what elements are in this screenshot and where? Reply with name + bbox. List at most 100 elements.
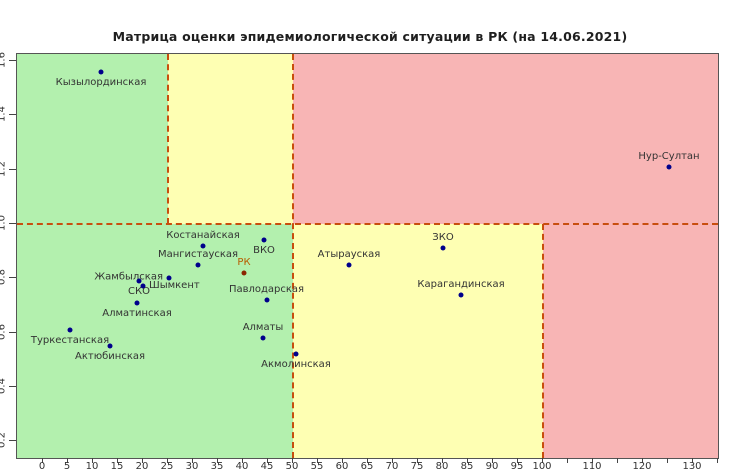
x-tick [467,458,468,463]
data-point [264,297,269,303]
x-tick [592,458,593,463]
zone-upper-red [293,54,718,224]
y-tick-label: 1.0 [0,215,8,231]
x-tick [317,458,318,463]
x-tick-label: 95 [510,461,524,472]
y-tick-label: 0.6 [0,323,8,340]
x-tick [167,458,168,463]
x-tick-label: 70 [385,461,399,472]
x-tick [417,458,418,463]
zone-lower-green [17,223,293,458]
point-label: Атырауская [317,248,381,260]
x-tick [492,458,493,463]
x-tick-label: 80 [435,461,449,472]
chart-title: Матрица оценки эпидемиологической ситуац… [112,29,628,44]
data-point [293,351,299,357]
y-tick [9,114,16,116]
x-tick-label: 15 [110,461,124,472]
y-tick [9,168,16,170]
point-label: Актюбинская [74,351,146,363]
x-tick [367,458,368,463]
point-label: Жамбылская [94,271,163,283]
x-tick [42,458,43,463]
x-tick [242,458,243,463]
zone-lower-yellow [293,223,543,458]
data-point [166,275,172,281]
x-tick-label: 60 [335,461,349,472]
y-tick-label: 1.4 [0,106,8,123]
x-tick [117,458,118,463]
point-label: Мангистауская [157,248,239,260]
x-tick [517,458,518,463]
data-point [666,164,672,170]
data-point [140,283,146,289]
dashed-line-v-25-top [167,54,169,224]
y-tick [9,277,16,279]
x-tick-label: 45 [260,461,274,472]
x-tick-label: 55 [310,461,324,472]
x-tick [692,458,693,463]
x-tick-label: 65 [360,461,374,472]
data-point [458,292,464,298]
x-tick [292,458,293,463]
x-tick [342,458,343,463]
point-label: Алматы [242,321,284,333]
y-tick-label: 0.4 [0,377,8,394]
x-tick-label: 25 [160,461,174,472]
y-tick-label: 1.2 [0,160,8,177]
x-tick-label: 90 [485,461,499,472]
point-label: ЗКО [432,232,454,244]
x-tick-label: 10 [85,461,99,472]
data-point [195,262,201,268]
point-label: Павлодарская [228,283,305,295]
x-tick [92,458,93,463]
x-tick-label: 40 [235,461,249,472]
point-label: Костанайская [166,229,240,241]
y-tick-label: 0.2 [0,432,8,449]
x-tick-label: 110 [582,461,602,472]
point-label: Акмолинская [261,359,331,371]
point-label: Кызылординская [55,76,147,88]
x-tick [267,458,268,463]
x-tick [392,458,393,463]
x-tick-label: 120 [632,461,652,472]
data-point [134,300,140,306]
point-label: СКО [128,285,150,297]
x-tick [67,458,68,463]
data-point [241,270,247,276]
x-tick-label: 75 [410,461,424,472]
point-label: Туркестанская [30,334,110,346]
data-point [67,327,73,333]
x-tick-label: 85 [460,461,474,472]
y-tick [9,222,16,224]
plot-area: Кызылординская Нур-Султан Костанайская ВКО М… [16,53,719,459]
x-tick-label: 0 [38,461,46,472]
x-tick [142,458,143,463]
data-point [440,245,446,251]
point-label: Карагандинская [417,278,505,290]
y-tick-label: 0.8 [0,269,8,286]
x-tick [542,458,543,463]
point-label: Алматинская [102,307,172,319]
data-point [260,335,266,341]
y-tick [9,385,16,387]
zone-upper-yellow [168,54,293,224]
y-tick [9,60,16,62]
x-tick [217,458,218,463]
point-label: РК [237,256,251,268]
data-point [200,243,206,249]
y-tick [9,331,16,333]
x-tick-label: 35 [210,461,224,472]
y-tick-label: 1.6 [0,52,8,68]
point-label: Шымкент [149,280,200,292]
dashed-line-v-50-full [292,54,294,458]
x-tick [442,458,443,463]
data-point [98,69,104,75]
x-tick [192,458,193,463]
x-tick-label: 5 [63,461,71,472]
x-tick [567,458,568,463]
dashed-line-h-rt-1 [17,222,718,225]
dashed-line-v-100-bot [542,223,544,458]
data-point [346,262,352,268]
